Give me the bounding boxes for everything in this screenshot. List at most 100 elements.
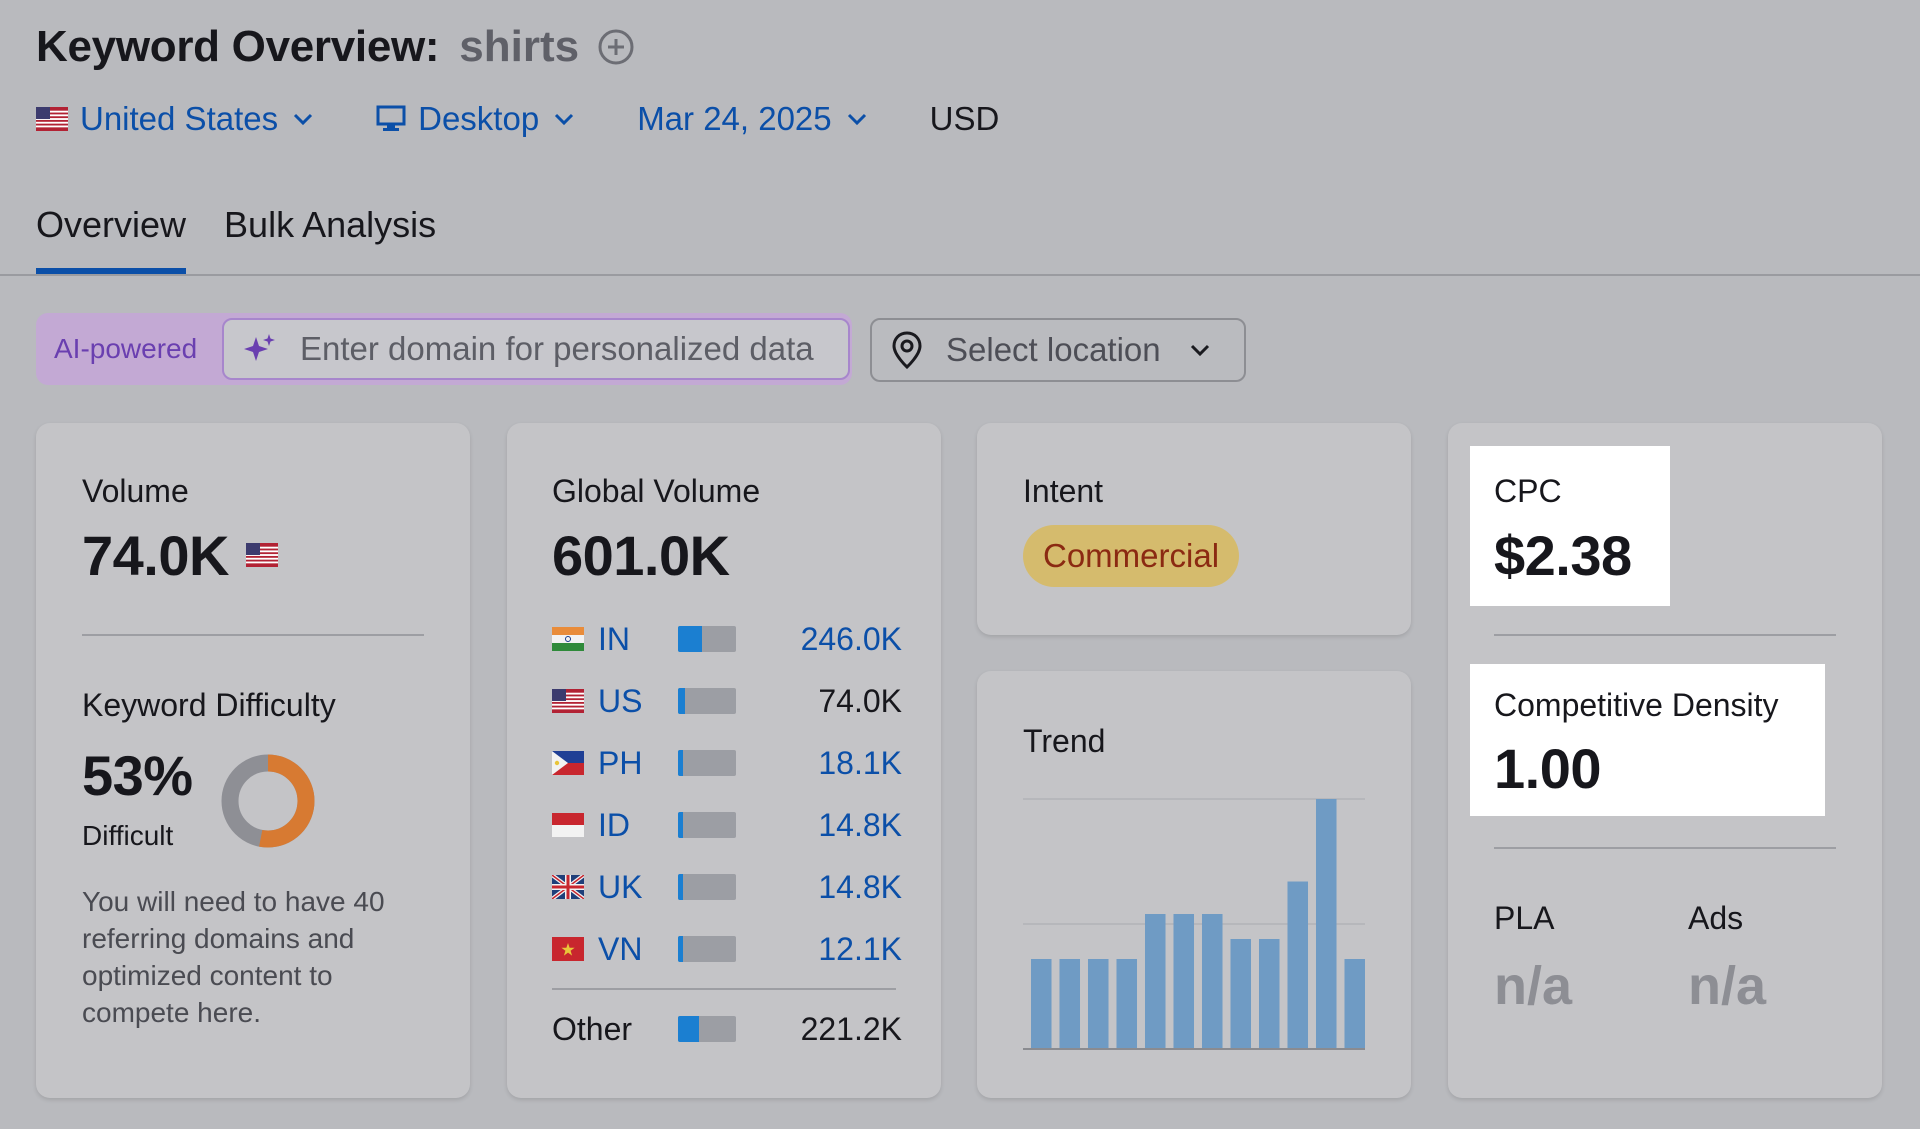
country-row-us: US 74.0K xyxy=(552,681,902,721)
tab-bulk-analysis[interactable]: Bulk Analysis xyxy=(224,204,437,245)
keyword-title: shirts xyxy=(459,22,580,71)
share-bar-fill xyxy=(678,1016,700,1042)
country-code[interactable]: VN xyxy=(598,930,643,967)
share-bar-fill xyxy=(678,812,683,838)
share-bar-fill xyxy=(678,750,683,776)
add-to-list-icon[interactable] xyxy=(597,28,635,66)
country-row-vn: VN 12.1K xyxy=(552,929,902,969)
card-divider xyxy=(1494,634,1836,636)
kd-donut-arc xyxy=(221,754,315,848)
country-row-in: IN 246.0K xyxy=(552,619,902,659)
country-volume[interactable]: 14.8K xyxy=(818,868,902,905)
country-label: United States xyxy=(80,100,279,137)
country-volume[interactable]: 12.1K xyxy=(818,930,902,967)
country-volume: 74.0K xyxy=(818,682,902,719)
sparkle-icon xyxy=(244,334,275,361)
share-bar xyxy=(678,626,736,652)
us-flag-icon xyxy=(246,543,278,567)
country-code[interactable]: UK xyxy=(598,868,643,905)
trend-chart xyxy=(1023,798,1365,1050)
volume-label: Volume xyxy=(82,473,189,509)
country-row-other: Other 221.2K xyxy=(552,1009,902,1049)
ads-value: n/a xyxy=(1688,956,1767,1016)
other-label: Other xyxy=(552,1010,633,1047)
trend-bar[interactable] xyxy=(1116,959,1138,1049)
us-flag-icon xyxy=(36,107,68,131)
intent-card: Intent Commercial xyxy=(977,423,1411,635)
device-label: Desktop xyxy=(418,100,540,137)
cpc-label: CPC xyxy=(1494,473,1562,509)
kd-level: Difficult xyxy=(82,820,174,851)
us-flag-icon xyxy=(552,689,584,713)
cpc-card: CPC $2.38 Competitive Density 1.00 PLA n… xyxy=(1448,423,1882,1098)
share-bar xyxy=(678,936,736,962)
trend-bar[interactable] xyxy=(1258,939,1280,1049)
location-placeholder: Select location xyxy=(946,331,1161,368)
ai-search-container: AI-powered xyxy=(36,313,852,385)
country-volume[interactable]: 18.1K xyxy=(818,744,902,781)
trend-bar[interactable] xyxy=(1059,959,1081,1049)
card-divider xyxy=(82,634,424,636)
chevron-down-icon xyxy=(294,113,313,126)
trend-bar[interactable] xyxy=(1287,881,1309,1050)
card-divider xyxy=(552,988,896,990)
trend-bar[interactable] xyxy=(1144,914,1166,1049)
volume-card: Volume 74.0K Keyword Difficulty 53% Diff… xyxy=(36,423,470,1098)
kd-donut-chart xyxy=(221,754,315,848)
header: Keyword Overview: shirts xyxy=(36,22,635,72)
tab-overview[interactable]: Overview xyxy=(36,204,187,274)
other-volume: 221.2K xyxy=(800,1010,902,1047)
desktop-icon xyxy=(376,105,406,131)
share-bar xyxy=(678,874,736,900)
share-bar-fill xyxy=(678,874,683,900)
volume-value: 74.0K xyxy=(82,524,229,587)
country-code[interactable]: PH xyxy=(598,744,643,781)
chevron-down-icon xyxy=(1190,344,1209,357)
intent-badge: Commercial xyxy=(1023,525,1240,587)
chevron-down-icon xyxy=(847,113,866,126)
cpc-highlight xyxy=(1470,446,1670,606)
share-bar xyxy=(678,688,736,714)
global-volume-label: Global Volume xyxy=(552,473,761,509)
india-flag-icon xyxy=(552,627,584,651)
domain-input[interactable] xyxy=(300,330,840,368)
trend-bar[interactable] xyxy=(1315,799,1337,1049)
location-select[interactable]: Select location xyxy=(870,318,1246,382)
cpc-value: $2.38 xyxy=(1494,524,1632,587)
share-bar-fill xyxy=(678,626,702,652)
country-volume[interactable]: 14.8K xyxy=(818,806,902,843)
share-bar xyxy=(678,750,736,776)
country-volume[interactable]: 246.0K xyxy=(800,620,902,657)
pla-value: n/a xyxy=(1494,956,1573,1016)
cd-highlight xyxy=(1470,664,1825,816)
country-dropdown[interactable]: United States xyxy=(36,100,314,138)
date-label: Mar 24, 2025 xyxy=(637,100,832,137)
share-bar xyxy=(678,1016,736,1042)
card-divider xyxy=(1494,847,1836,849)
kd-label: Keyword Difficulty xyxy=(82,687,336,723)
device-dropdown[interactable]: Desktop xyxy=(376,100,575,138)
trend-bar[interactable] xyxy=(1030,959,1052,1049)
global-volume-card: Global Volume 601.0K IN 246.0K US 74.0K … xyxy=(507,423,941,1098)
vietnam-flag-icon xyxy=(552,937,584,961)
domain-input-wrapper[interactable] xyxy=(222,318,850,380)
trend-bar[interactable] xyxy=(1173,914,1195,1049)
cd-value: 1.00 xyxy=(1494,737,1602,800)
country-code[interactable]: IN xyxy=(598,620,630,657)
trend-bar[interactable] xyxy=(1230,939,1252,1049)
trend-bar[interactable] xyxy=(1344,959,1365,1049)
intent-label: Intent xyxy=(1023,473,1104,509)
date-dropdown[interactable]: Mar 24, 2025 xyxy=(637,100,867,138)
country-code[interactable]: ID xyxy=(598,806,630,843)
country-row-id: ID 14.8K xyxy=(552,805,902,845)
tab-bar: Overview Bulk Analysis xyxy=(36,204,474,274)
country-code[interactable]: US xyxy=(598,682,643,719)
trend-bar[interactable] xyxy=(1087,959,1109,1049)
country-row-uk: UK 14.8K xyxy=(552,867,902,907)
trend-bar[interactable] xyxy=(1201,914,1223,1049)
filter-bar: United States Desktop Mar 24, 2025 USD xyxy=(36,100,1061,138)
philippines-flag-icon xyxy=(552,751,584,775)
chevron-down-icon xyxy=(555,113,574,126)
share-bar xyxy=(678,812,736,838)
share-bar-fill xyxy=(678,688,685,714)
